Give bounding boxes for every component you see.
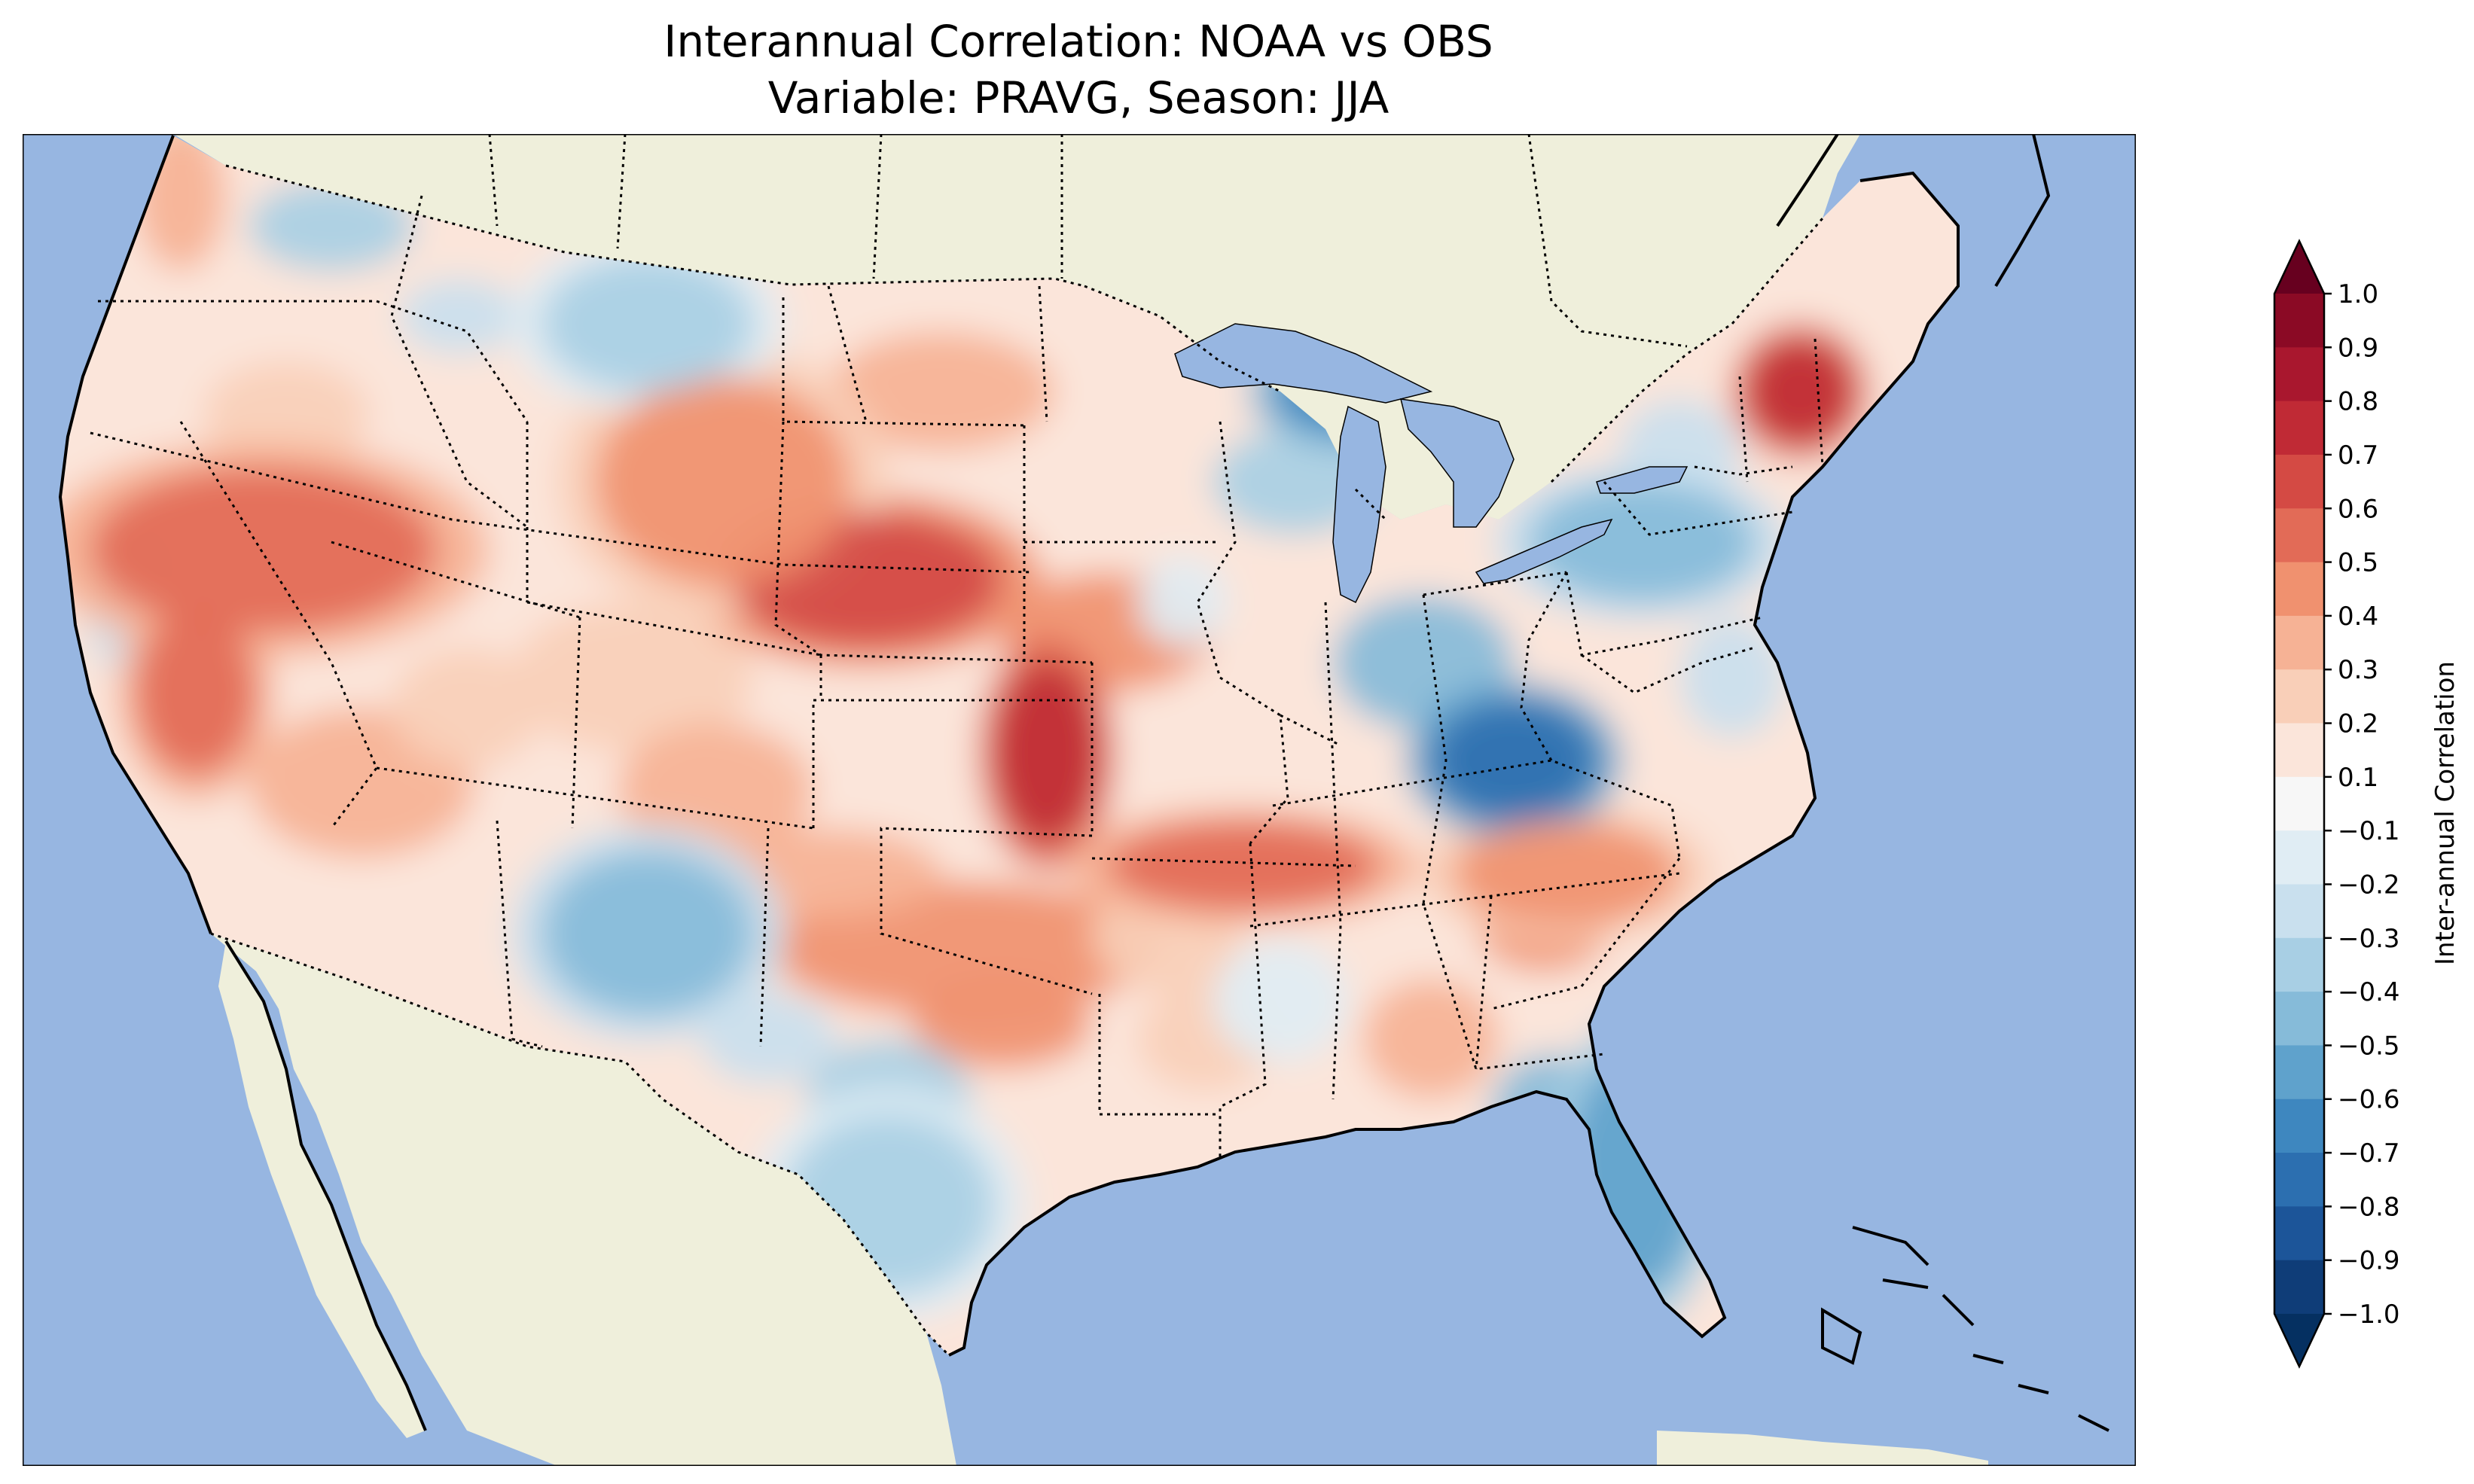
great-lakes <box>1174 323 1688 604</box>
field-blob-2 <box>911 979 1092 1069</box>
field-region-new-mexico <box>542 851 753 1016</box>
colorbar-segment <box>2274 669 2324 724</box>
country-borders <box>210 134 1824 1357</box>
colorbar-tick-label: −0.3 <box>2338 924 2400 954</box>
colorbar-tick-label: 0.2 <box>2338 709 2378 739</box>
state-boundaries <box>90 195 1824 1159</box>
colorbar-segment <box>2274 1099 2324 1153</box>
colorbar-tick-label: 0.9 <box>2338 333 2378 363</box>
colorbar-label: Inter-annual Correlation <box>2430 661 2460 965</box>
colorbar-tick-label: −0.2 <box>2338 870 2400 900</box>
field-blob-10 <box>203 361 369 467</box>
colorbar-tick-label: −1.0 <box>2338 1300 2400 1330</box>
colorbar-extend-bottom <box>2274 1314 2324 1367</box>
colorbar-tick-label: −0.9 <box>2338 1246 2400 1276</box>
field-region-arkansas-tennessee <box>1107 821 1378 911</box>
colorbar-segment <box>2274 992 2324 1046</box>
colorbar: 1.0 0.9 0.8 0.7 0.6 0.5 0.4 0.3 0.2 0.1 −0.1 −0.2 −0… <box>2273 239 2400 1369</box>
colorbar-tick-label: 1.0 <box>2338 279 2378 309</box>
field-blob-6 <box>512 602 753 753</box>
colorbar-tick-label: 0.8 <box>2338 387 2378 417</box>
colorbar-segment <box>2274 937 2324 992</box>
field-blob-24 <box>1137 557 1228 648</box>
colorbar-tick-label: 0.3 <box>2338 655 2378 685</box>
colorbar-tick-label: 0.4 <box>2338 602 2378 632</box>
map-panel <box>23 134 2136 1466</box>
colorbar-segment <box>2274 723 2324 778</box>
colorbar-tick-label: 0.6 <box>2338 494 2378 524</box>
mexico-land <box>211 934 956 1466</box>
colorbar-segment <box>2274 615 2324 670</box>
colorbar-segment <box>2274 830 2324 885</box>
chart-title-line2: Variable: PRAVG, Season: JJA <box>768 72 1390 123</box>
colorbar-tick-label: −0.6 <box>2338 1085 2400 1115</box>
colorbar-tick-label: −0.1 <box>2338 816 2400 846</box>
field-blob-5 <box>392 648 542 768</box>
colorbar-tick-label: −0.4 <box>2338 977 2400 1007</box>
colorbar-tick-label: 0.1 <box>2338 763 2378 793</box>
colorbar-segment <box>2274 508 2324 563</box>
field-region-new-hampshire-vermont <box>1747 339 1853 444</box>
colorbar-segment <box>2274 1260 2324 1315</box>
colorbar-segment <box>2274 294 2324 348</box>
field-region-south-carolina <box>1454 821 1679 926</box>
lake-erie <box>1475 518 1613 584</box>
colorbar-segment <box>2274 1153 2324 1207</box>
baja-land <box>218 941 426 1438</box>
field-region-central-california <box>136 610 256 776</box>
field-blob-22 <box>399 279 520 354</box>
colorbar-tick-label: 0.5 <box>2338 548 2378 578</box>
colorbar-segment <box>2274 1045 2324 1100</box>
cuba-land <box>1657 1431 1988 1466</box>
colorbar-segment <box>2274 454 2324 509</box>
coastlines <box>58 134 2109 1432</box>
lake-huron <box>1400 398 1515 528</box>
colorbar-segment <box>2274 776 2324 831</box>
field-region-idaho-montana <box>542 256 753 392</box>
field-blob-26 <box>1679 617 1785 738</box>
field-region-wyoming <box>595 376 851 587</box>
lake-ontario <box>1596 466 1688 494</box>
colorbar-segment <box>2274 1206 2324 1261</box>
field-blob-8 <box>828 331 1054 452</box>
lake-michigan <box>1332 405 1386 604</box>
field-region-kentucky <box>1431 700 1597 821</box>
lake-superior <box>1174 323 1433 404</box>
chart-title-line1: Interannual Correlation: NOAA vs OBS <box>663 16 1493 67</box>
colorbar-tick-label: 0.7 <box>2338 440 2378 471</box>
field-blob-25 <box>1213 941 1348 1062</box>
colorbar-tick-label: −0.7 <box>2338 1138 2400 1169</box>
colorbar-segment <box>2274 347 2324 402</box>
colorbar-segment <box>2274 884 2324 939</box>
colorbar-tick-label: −0.5 <box>2338 1031 2400 1061</box>
field-blob-9 <box>618 723 813 858</box>
colorbar-extend-top <box>2274 241 2324 294</box>
field-region-pennsylvania-new-york <box>1529 482 1755 602</box>
colorbar-segment <box>2274 401 2324 456</box>
field-region-northern-nevada <box>90 467 437 632</box>
colorbar-tick-label: −0.8 <box>2338 1192 2400 1222</box>
field-blob-13 <box>1363 979 1499 1099</box>
field-region-eastern-kansas <box>994 663 1100 843</box>
colorbar-segment <box>2274 562 2324 617</box>
